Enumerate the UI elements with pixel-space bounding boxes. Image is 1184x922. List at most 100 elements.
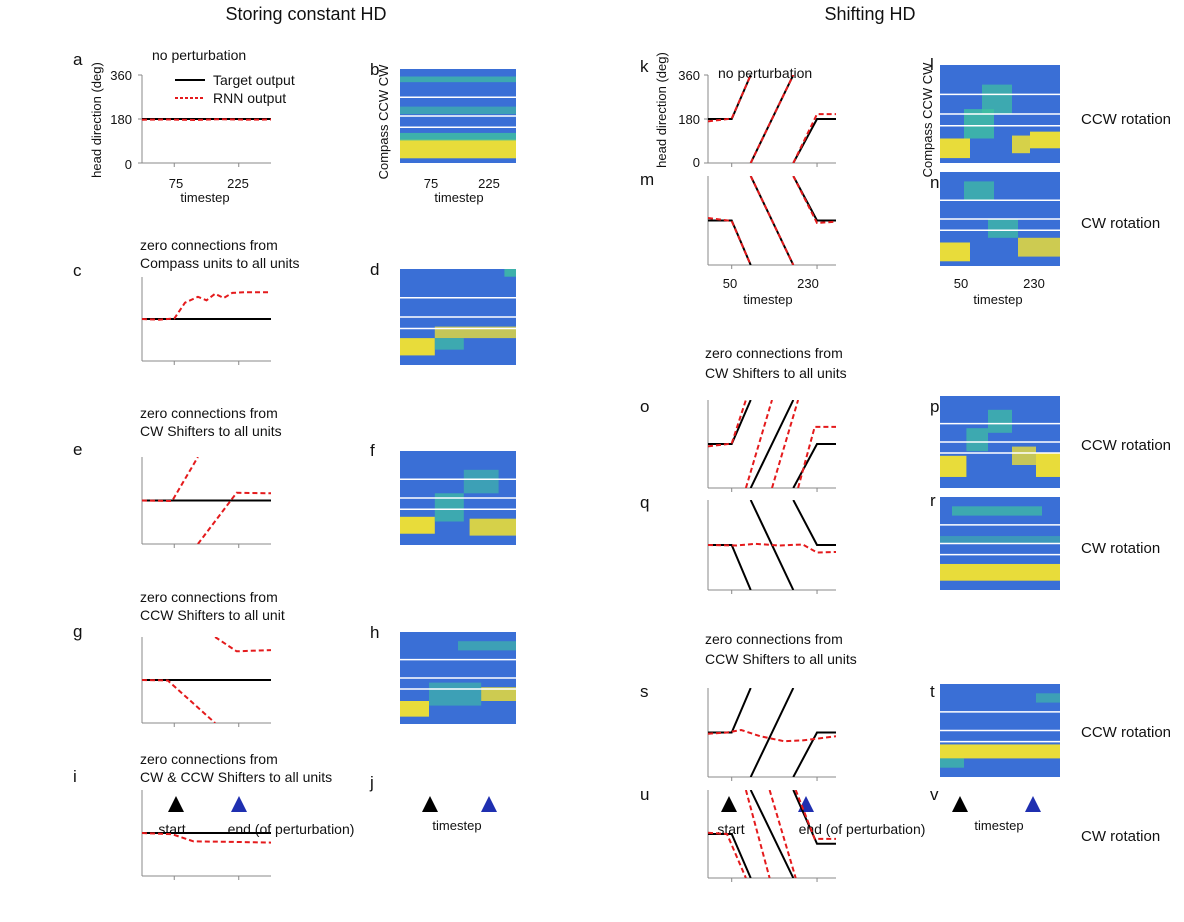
panel-letter-h: h — [370, 623, 379, 642]
rnn-line-o-6 — [797, 425, 836, 488]
target-line-u-0 — [708, 833, 752, 878]
line-panel-q — [707, 500, 836, 594]
panel-letter-u: u — [640, 785, 649, 804]
panel-letter-q: q — [640, 493, 649, 512]
rotation-label-l: CCW rotation — [1081, 111, 1171, 128]
annotation-g-line1: zero connections from — [140, 589, 278, 605]
heatmap-band-l-0 — [940, 138, 970, 159]
heatmap-band-f-3 — [469, 518, 516, 536]
line-panel-s — [707, 688, 836, 781]
ytick-0-k: 0 — [693, 155, 700, 170]
annotation-c-line2: Compass units to all units — [140, 255, 300, 271]
plot-area-q — [708, 500, 836, 590]
rnn-line-o-5 — [771, 400, 800, 488]
rnn-line-o-4 — [744, 400, 773, 488]
heatmap-band-t-0 — [940, 744, 1060, 759]
heatmap-band-n-3 — [1018, 237, 1060, 257]
rnn-line-g-2 — [214, 637, 271, 653]
start-marker-left — [168, 796, 184, 812]
heatmap-band-p-2 — [988, 409, 1012, 433]
end-label-left: end (of perturbation) — [228, 821, 355, 837]
xtick-75-b: 75 — [424, 176, 438, 191]
panel-letter-a: a — [73, 50, 83, 69]
rnn-line-m-4 — [749, 176, 795, 265]
xtick-225-b: 225 — [478, 176, 500, 191]
plot-area-o — [708, 400, 836, 488]
xlabel-m: timestep — [743, 292, 792, 307]
title-right: Shifting HD — [824, 4, 915, 24]
ylabel-k: head direction (deg) — [654, 52, 669, 168]
heatmap-t — [940, 684, 1060, 777]
rnn-line-c-1 — [142, 291, 271, 321]
panel-letter-i: i — [73, 767, 77, 786]
rotation-label-r: CW rotation — [1081, 540, 1160, 557]
heatmap-l — [940, 65, 1060, 163]
annotation-e-line1: zero connections from — [140, 405, 278, 421]
xlabel-a: timestep — [180, 190, 229, 205]
annotation-k: no perturbation — [718, 65, 812, 81]
rnn-line-m-3 — [708, 217, 752, 265]
heatmap-band-b-2 — [400, 76, 516, 83]
compass-label-b: Compass CCW CW — [376, 64, 391, 180]
target-line-k-2 — [792, 118, 836, 163]
xlabel-n: timestep — [973, 292, 1022, 307]
xlabel-b: timestep — [434, 190, 483, 205]
heatmap-band-b-3 — [400, 106, 516, 115]
ytick-360-k: 360 — [678, 68, 700, 83]
plot-area-m — [708, 176, 836, 265]
line-panel-m — [707, 176, 836, 269]
panel-letter-m: m — [640, 170, 654, 189]
heatmap-band-l-3 — [1012, 135, 1030, 154]
plot-area-k — [708, 75, 836, 163]
plot-area-e — [142, 457, 271, 544]
rnn-line-g-1 — [142, 679, 216, 723]
heatmap-b — [400, 69, 516, 163]
timestep-label-heat-right: timestep — [974, 818, 1023, 833]
rnn-line-e-1 — [142, 457, 199, 503]
target-line-s-0 — [708, 688, 752, 734]
line-panel-g — [141, 637, 271, 727]
line-panel-a — [138, 74, 271, 167]
panel-letter-n: n — [930, 173, 939, 192]
rnn-line-m-5 — [792, 176, 836, 225]
xtick-50-n: 50 — [954, 276, 968, 291]
annotation-s-line1: zero connections from — [705, 631, 843, 647]
panel-letter-d: d — [370, 260, 379, 279]
heatmap-band-h-0 — [400, 701, 429, 717]
heatmap-band-p-4 — [1036, 453, 1060, 477]
target-line-o-0 — [708, 400, 752, 445]
plot-area-u — [708, 790, 836, 878]
rnn-line-k-3 — [708, 75, 752, 123]
annotation-e-line2: CW Shifters to all units — [140, 423, 282, 439]
start-marker-heat-left — [422, 796, 438, 812]
heatmap-band-n-2 — [988, 219, 1018, 238]
line-panel-o — [707, 400, 836, 492]
panel-letter-o: o — [640, 397, 649, 416]
heatmap-band-d-1 — [434, 326, 516, 339]
line-panel-u — [707, 790, 836, 882]
heatmap-h — [400, 632, 516, 724]
heatmap-band-d-0 — [400, 338, 435, 356]
rnn-line-u-3 — [708, 831, 747, 878]
ytick-360-a: 360 — [110, 68, 132, 83]
panel-letter-g: g — [73, 622, 82, 641]
xtick-225-a: 225 — [227, 176, 249, 191]
line-panels — [138, 74, 836, 882]
heatmap-p — [940, 396, 1060, 488]
annotation-o-line2: CW Shifters to all units — [705, 365, 847, 381]
rnn-line-u-4 — [744, 790, 771, 878]
panel-letter-j: j — [369, 773, 374, 792]
target-line-m-2 — [792, 176, 836, 222]
title-left: Storing constant HD — [225, 4, 386, 24]
start-marker-right — [721, 796, 737, 812]
panel-letter-k: k — [640, 57, 649, 76]
heatmap-band-t-2 — [1036, 693, 1060, 703]
panel-letter-v: v — [930, 785, 939, 804]
heatmap-band-l-2 — [982, 84, 1012, 114]
heatmap-band-n-0 — [940, 242, 970, 262]
annotation-i-line2: CW & CCW Shifters to all units — [140, 769, 332, 785]
panel-letter-e: e — [73, 440, 82, 459]
heatmap-n — [940, 172, 1060, 266]
heatmap-band-r-1 — [952, 506, 1042, 516]
